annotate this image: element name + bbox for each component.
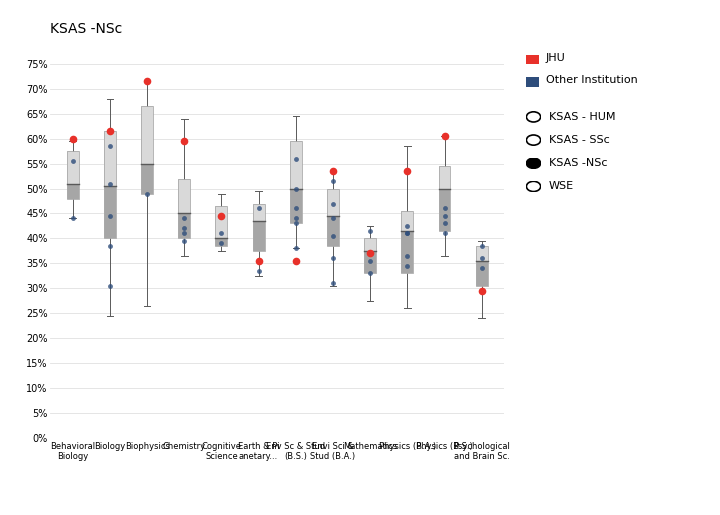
Text: KSAS -NSc: KSAS -NSc	[50, 22, 122, 36]
Text: KSAS - HUM: KSAS - HUM	[549, 112, 615, 122]
Bar	[290, 141, 302, 224]
Bar	[364, 238, 376, 273]
Bar	[215, 206, 228, 238]
Bar	[179, 179, 190, 214]
Bar	[253, 221, 264, 251]
Circle shape	[526, 135, 541, 145]
Text: JHU: JHU	[546, 53, 565, 63]
Bar	[438, 166, 451, 231]
Bar	[401, 231, 413, 273]
Bar	[327, 216, 339, 246]
Bar	[253, 203, 264, 221]
Bar	[67, 183, 78, 198]
Circle shape	[526, 181, 541, 192]
Bar	[476, 246, 487, 261]
Circle shape	[526, 112, 541, 122]
Text: Other Institution: Other Institution	[546, 75, 637, 85]
Text: KSAS - SSc: KSAS - SSc	[549, 135, 609, 145]
Text: KSAS -NSc: KSAS -NSc	[549, 158, 607, 168]
Text: WSE: WSE	[549, 181, 574, 192]
Bar	[401, 211, 413, 231]
Bar	[141, 164, 153, 194]
Bar	[290, 141, 302, 188]
Bar	[290, 188, 302, 224]
Bar	[215, 206, 228, 246]
Bar	[327, 188, 339, 216]
Bar	[104, 131, 116, 238]
Bar	[215, 238, 228, 246]
Bar	[364, 251, 376, 273]
Circle shape	[526, 158, 541, 168]
Bar	[438, 188, 451, 231]
Bar	[327, 188, 339, 246]
Bar	[253, 203, 264, 251]
Bar	[141, 106, 153, 164]
Bar	[179, 179, 190, 238]
Bar	[401, 211, 413, 273]
Bar	[67, 151, 78, 198]
Bar	[67, 151, 78, 183]
Bar	[104, 186, 116, 238]
Bar	[104, 131, 116, 186]
Bar	[141, 106, 153, 194]
Bar	[476, 261, 487, 286]
Bar	[179, 214, 190, 238]
Bar	[476, 246, 487, 286]
Bar	[364, 238, 376, 251]
Bar	[438, 166, 451, 188]
